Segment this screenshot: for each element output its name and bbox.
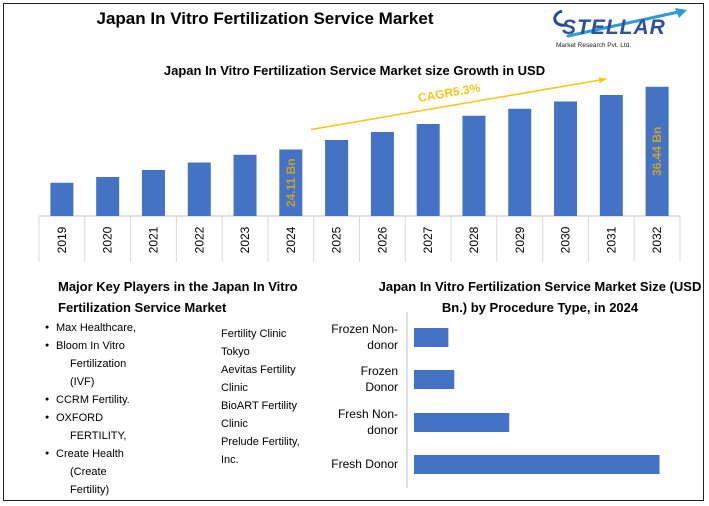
x-tick-label: 2022 [192, 226, 206, 253]
x-tick-label: 2020 [101, 226, 115, 253]
bar-2031 [599, 95, 623, 216]
key-player-item: Bloom In Vitro Fertilization (IVF) [45, 337, 195, 391]
cagr-arrowhead-icon [598, 77, 607, 84]
bar-2026 [370, 132, 394, 216]
key-player-text: Bloom In Vitro [56, 340, 125, 352]
bar-2029 [508, 108, 532, 216]
key-player-text: Create Health [56, 448, 124, 460]
y-tick-label: Frozen Donor [361, 364, 398, 394]
key-player-text: (Create [70, 466, 107, 478]
logo-swoosh-icon [553, 8, 687, 38]
key-player-item: Tokyo [221, 346, 250, 358]
procedure-chart-title: Japan In Vitro Fertilization Service Mar… [378, 279, 702, 315]
bar-2030 [554, 101, 578, 216]
x-tick-label: 2029 [513, 226, 527, 253]
key-player-item: BioART Fertility [221, 400, 298, 412]
cagr-arrow-line [310, 78, 607, 131]
key-player-text: CCRM Fertility. [56, 394, 130, 406]
key-player-item: CCRM Fertility. [45, 391, 195, 409]
key-player-item: Create Health (Create Fertility) [45, 445, 195, 499]
bar-frozen-donor [414, 370, 455, 389]
bar-2024 [279, 149, 303, 216]
data-label-2024: 24.11 Bn [284, 158, 298, 207]
key-player-item: Fertility Clinic [221, 328, 287, 340]
y-tick-label: Fresh Donor [331, 457, 398, 471]
x-tick-label: 2024 [284, 226, 298, 253]
bar-2028 [462, 115, 486, 216]
x-tick-label: 2019 [55, 226, 69, 253]
logo-tagline: Market Research Pvt. Ltd. [556, 42, 631, 49]
key-player-text: Max Healthcare, [56, 322, 137, 334]
growth-bar-chart: 2019 2020 2021 2022 2023 2024 24.11 Bn 2025 2026… [38, 77, 681, 262]
x-tick-label: 2023 [238, 226, 252, 253]
key-players-list-1: Max Healthcare, Bloom In Vitro Fertilizati… [45, 319, 195, 499]
stellar-logo: STELLAR Market Research Pvt. Ltd. [553, 8, 687, 49]
key-player-item: Clinic [221, 418, 248, 430]
bar-fresh-non-donor [414, 413, 510, 432]
key-player-item: OXFORD FERTILITY, [45, 409, 195, 445]
key-players-list-2: Fertility Clinic Tokyo Aevitas Fertility Cl… [221, 325, 331, 469]
key-player-text: OXFORD [56, 412, 104, 424]
x-tick-label: 2026 [375, 226, 389, 253]
bar-2032 [645, 86, 669, 216]
y-tick-label: Fresh Non-donor [338, 407, 398, 437]
bar-fresh-donor [414, 455, 660, 474]
bar-2021 [141, 170, 165, 216]
bar-2019 [50, 182, 74, 216]
key-player-text: (IVF) [70, 376, 95, 388]
x-tick-label: 2021 [146, 226, 160, 253]
key-player-item: Clinic [221, 382, 248, 394]
bar-2022 [187, 162, 211, 216]
key-player-text: Fertility) [70, 484, 110, 496]
growth-chart-title: Japan In Vitro Fertilization Service Mar… [163, 63, 546, 78]
data-label-2032: 36.44 Bn [650, 127, 664, 176]
page-title: Japan In Vitro Fertilization Service Mar… [96, 9, 434, 28]
key-players-title: Major Key Players in the Japan In Vitro … [58, 279, 298, 315]
key-player-item: Inc. [221, 454, 239, 466]
x-tick-label: 2027 [421, 226, 435, 253]
x-tick-label: 2032 [650, 226, 664, 253]
bar-2020 [96, 177, 120, 216]
x-tick-label: 2025 [330, 226, 344, 253]
key-player-item: Prelude Fertility, [221, 436, 300, 448]
key-player-text: Fertilization [70, 358, 127, 370]
bar-frozen-non-donor [414, 328, 449, 347]
key-player-item: Max Healthcare, [45, 319, 195, 337]
y-tick-label: Frozen Non-donor [331, 322, 398, 352]
image-frame [3, 3, 704, 501]
bar-2025 [325, 140, 349, 216]
key-player-text: FERTILITY, [70, 430, 127, 442]
x-tick-label: 2030 [559, 226, 573, 253]
bar-2027 [416, 124, 440, 216]
x-tick-label: 2028 [467, 226, 481, 253]
x-tick-label: 2031 [604, 226, 618, 253]
bar-2023 [233, 154, 257, 216]
logo-name: STELLAR [562, 16, 666, 39]
key-player-item: Aevitas Fertility [221, 364, 296, 376]
